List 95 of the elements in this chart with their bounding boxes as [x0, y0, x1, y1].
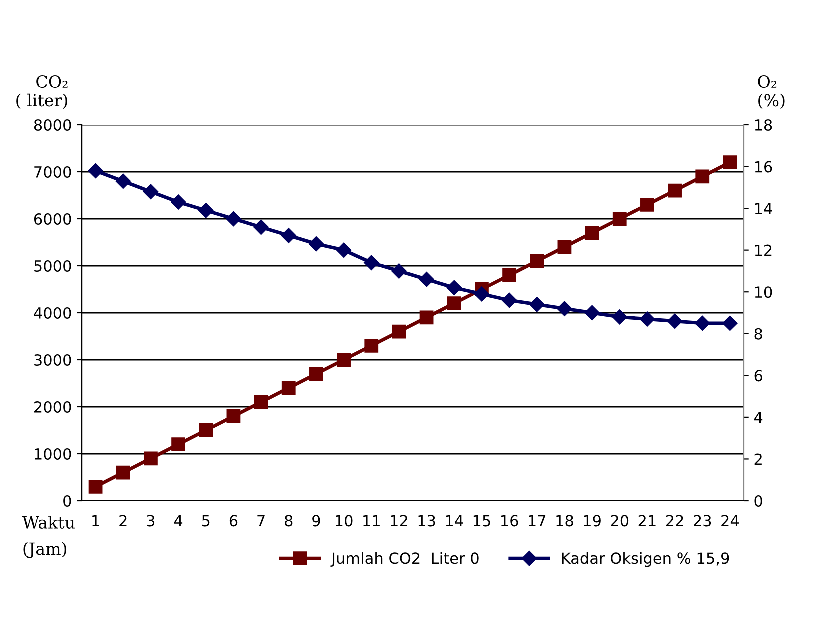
- x-tick-label: 2: [120, 515, 127, 526]
- x-tick-label: 20: [611, 515, 629, 527]
- point: [419, 272, 434, 288]
- y-tick-label: 0: [64, 495, 72, 508]
- point: [722, 316, 738, 332]
- point: [612, 310, 628, 325]
- x-tick-label: 11: [364, 515, 380, 526]
- point: [392, 264, 407, 279]
- point: [310, 367, 324, 382]
- point: [446, 280, 462, 296]
- x-tick-label: 10: [336, 515, 353, 527]
- x-axis-title: Waktu (Jam): [22, 516, 75, 558]
- y2-tick-label: 18: [755, 119, 772, 132]
- x-tick-label: 9: [312, 515, 320, 527]
- x-tick-label: 7: [258, 515, 265, 526]
- point: [695, 316, 710, 332]
- y2-tick-label: 10: [755, 286, 772, 298]
- y-tick-label: 5000: [34, 260, 72, 272]
- point: [612, 212, 627, 226]
- y-tick-label: 6000: [34, 213, 72, 226]
- point: [337, 353, 351, 367]
- x-tick-label: 3: [147, 515, 155, 527]
- x-tick-label: 8: [285, 515, 293, 527]
- point: [282, 381, 296, 396]
- point: [254, 220, 269, 235]
- y-axis-title: CO₂ ( liter): [16, 75, 68, 110]
- y-tick-label: 8000: [34, 119, 72, 132]
- point: [584, 305, 600, 321]
- x-tick-label: 18: [556, 515, 574, 527]
- y2-tick-label: 6: [754, 370, 762, 382]
- point: [226, 211, 242, 227]
- y2-tick-label: 2: [754, 454, 762, 466]
- x-tick-label: 17: [529, 515, 546, 526]
- x-tick-label: 22: [666, 515, 684, 526]
- x-tick-label: 4: [174, 515, 183, 526]
- point: [668, 184, 682, 198]
- point: [116, 174, 131, 189]
- y2-tick-label: 14: [755, 203, 772, 214]
- point: [474, 286, 490, 302]
- point: [88, 163, 104, 179]
- point: [254, 395, 268, 410]
- point: [88, 480, 103, 494]
- y2-tick-label: 8: [754, 328, 762, 340]
- y-tick-label: 7000: [34, 166, 72, 178]
- x-tick-label: 21: [638, 515, 656, 526]
- point: [226, 409, 241, 424]
- x-tick-label: 5: [202, 515, 210, 527]
- y2-tick-label: 16: [755, 161, 772, 173]
- y-tick-label: 1000: [35, 448, 72, 460]
- y2-axis-title: O₂ (%): [758, 75, 785, 110]
- point: [199, 424, 214, 438]
- point: [170, 194, 186, 210]
- y2-tick-label: 12: [755, 244, 772, 256]
- x-tick-label: 24: [722, 515, 740, 526]
- y2-tick-label: 0: [754, 495, 762, 508]
- legend-label: Jumlah CO2 Liter 0: [330, 552, 479, 568]
- point: [198, 203, 214, 218]
- point: [585, 226, 600, 240]
- y-tick-label: 2000: [34, 401, 72, 414]
- x-tick-label: 19: [584, 515, 601, 527]
- x-tick-label: 6: [230, 515, 238, 527]
- point: [144, 452, 158, 466]
- point: [502, 292, 518, 308]
- point: [308, 236, 324, 252]
- point: [667, 314, 683, 329]
- legend-label: Kadar Oksigen % 15,9: [562, 552, 730, 568]
- point: [557, 301, 572, 316]
- point: [530, 254, 544, 268]
- x-tick-label: 14: [446, 515, 464, 526]
- point: [172, 438, 186, 452]
- point: [640, 198, 654, 212]
- point: [558, 240, 572, 254]
- point: [530, 297, 545, 312]
- point: [696, 170, 710, 184]
- y-tick-label: 3000: [34, 354, 72, 366]
- point: [364, 255, 380, 270]
- point: [392, 324, 406, 339]
- x-tick-label: 16: [502, 515, 518, 527]
- point: [336, 242, 352, 258]
- point: [143, 184, 159, 200]
- x-tick-label: 12: [391, 515, 408, 526]
- point: [281, 228, 296, 244]
- y2-tick-label: 4: [754, 412, 763, 424]
- point: [364, 338, 379, 353]
- y-tick-label: 4000: [34, 307, 72, 320]
- x-tick-label: 15: [474, 515, 490, 527]
- point: [723, 156, 738, 170]
- x-tick-label: 23: [694, 515, 712, 527]
- x-tick-label: 1: [92, 515, 100, 526]
- point: [116, 466, 130, 480]
- x-tick-label: 13: [418, 515, 436, 527]
- point: [640, 312, 656, 327]
- point: [420, 310, 434, 325]
- point: [447, 296, 462, 311]
- point: [502, 268, 516, 282]
